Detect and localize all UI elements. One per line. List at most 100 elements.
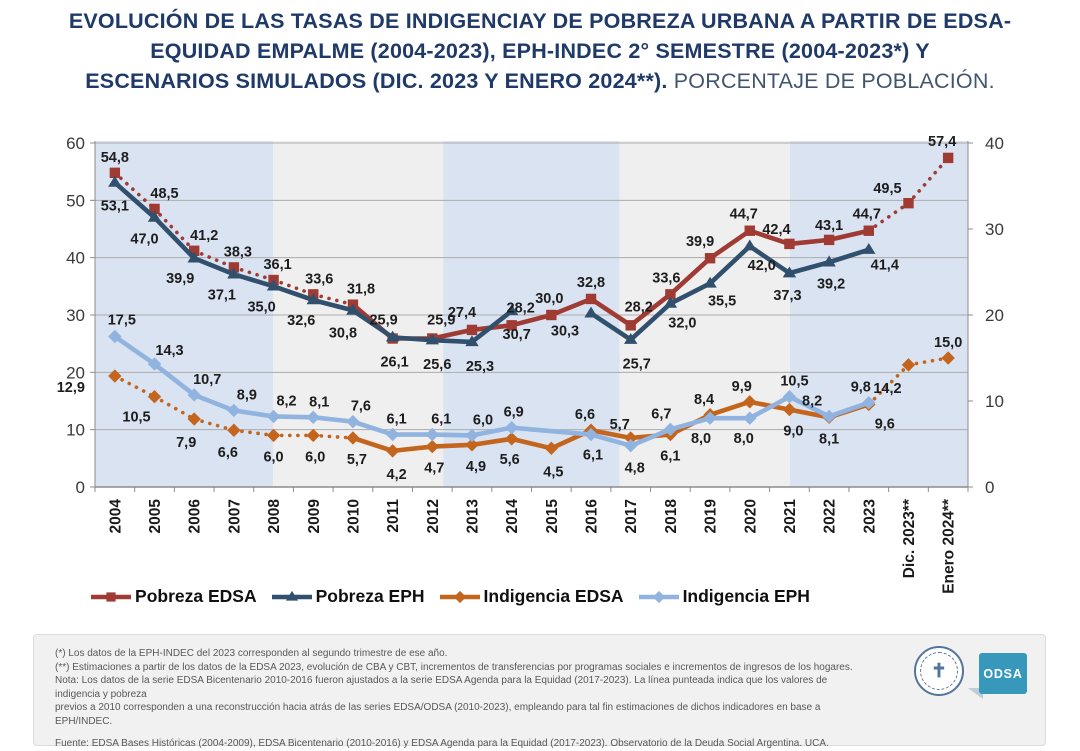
data-label: 8,9 [237, 387, 257, 403]
x-axis-label-2021: 2021 [782, 499, 799, 534]
x-axis-label-2020: 2020 [742, 499, 759, 533]
data-label: 5,7 [610, 417, 630, 433]
data-label: 32,8 [577, 275, 605, 291]
data-label: 14,2 [873, 381, 901, 397]
data-label: 54,8 [101, 150, 129, 166]
left-axis-tick-label: 10 [66, 421, 85, 440]
uca-cross-icon: ✝ [920, 652, 958, 690]
data-label: 10,7 [193, 372, 221, 388]
x-axis-label-2015: 2015 [544, 499, 561, 534]
x-axis-label-2016: 2016 [584, 499, 601, 534]
chart-title-line3-light: PORCENTAJE DE POBLACIÓN. [673, 69, 995, 93]
data-label: 38,3 [224, 244, 252, 260]
data-label: 35,0 [247, 299, 275, 315]
data-label: 6,1 [387, 412, 407, 428]
legend-label: Indigencia EDSA [483, 586, 624, 606]
x-axis-label-2007: 2007 [226, 499, 243, 533]
right-axis-tick-label: 10 [985, 392, 1004, 411]
x-axis-label-2017: 2017 [623, 499, 640, 533]
infographic-page: { "title": { "line1": "EVOLUCIÓN DE LAS … [0, 6, 1080, 749]
data-label: 6,1 [431, 412, 451, 428]
data-label: 6,0 [263, 449, 283, 465]
legend-label: Pobreza EDSA [135, 586, 257, 606]
data-label: 7,6 [351, 399, 371, 415]
labels-indigencia-edsa: 12,9 10,5 7,9 6,6 6,0 6,0 5,7 4,2 4,7 4,9 5,6 4,5 6,… [57, 335, 963, 483]
left-axis-tick-label: 0 [76, 478, 85, 497]
data-label: 37,3 [773, 288, 801, 304]
data-label: 39,9 [166, 271, 194, 287]
left-axis-tick-label: 40 [66, 249, 85, 268]
data-label: 10,5 [122, 410, 150, 426]
chart-legend: Pobreza EDSA Pobreza EPH Indigencia EDSA In… [0, 586, 900, 607]
data-label: 31,8 [347, 282, 375, 298]
x-axis-label-enero-2024**: Enero 2024** [941, 498, 958, 594]
left-axis-tick-label: 50 [66, 191, 85, 210]
chart-title: EVOLUCIÓN DE LAS TASAS DE INDIGENCIAY DE… [0, 6, 1080, 96]
footnote-3: Nota: Los datos de la serie EDSA Bicente… [55, 675, 828, 700]
data-label: 6,7 [651, 406, 671, 422]
data-label: 48,5 [150, 186, 178, 202]
x-axis-label-dic.-2023**: Dic. 2023** [901, 498, 918, 578]
data-label: 41,2 [190, 228, 218, 244]
data-label: 49,5 [873, 181, 901, 197]
x-axis-label-2004: 2004 [107, 499, 124, 534]
data-label: 28,2 [625, 299, 653, 315]
data-label: 8,2 [802, 393, 822, 409]
legend-item-indigencia-eph: Indigencia EPH [638, 586, 810, 607]
data-label: 39,2 [817, 276, 845, 292]
data-label: 6,6 [218, 445, 238, 461]
data-label: 43,1 [815, 218, 843, 234]
x-axis-label-2013: 2013 [464, 499, 481, 534]
legend-label: Indigencia EPH [682, 586, 810, 606]
series-pobreza-eph [108, 175, 876, 347]
axes: 0 10 20 30 40 50 60 0 10 20 30 40 [66, 134, 1004, 497]
data-label: 30,8 [329, 325, 357, 341]
right-axis-tick-label: 20 [985, 306, 1004, 325]
data-label: 30,7 [503, 327, 531, 343]
footnote-2: (**) Estimaciones a partir de los datos … [55, 661, 853, 673]
data-label: 25,9 [369, 313, 397, 329]
x-axis-label-2012: 2012 [425, 499, 442, 533]
data-label: 14,3 [155, 343, 183, 359]
data-label: 57,4 [928, 134, 956, 150]
x-axis-label-2005: 2005 [147, 499, 164, 534]
data-label: 8,0 [734, 431, 754, 447]
data-label: 44,7 [853, 207, 881, 223]
legend-marker-diamond-icon [439, 590, 480, 603]
legend-marker-diamond-icon [638, 590, 679, 603]
data-label: 10,5 [780, 374, 808, 390]
data-label: 35,5 [708, 293, 736, 309]
data-label: 6,0 [305, 449, 325, 465]
left-axis-tick-label: 20 [66, 363, 85, 382]
labels-pobreza-edsa: 54,848,541,238,336,133,631,825,9 25,927,4… [101, 134, 957, 329]
footnotes-panel: (*) Los datos de la EPH-INDEC del 2023 c… [33, 634, 1046, 749]
data-label: 30,3 [551, 323, 579, 339]
left-axis-tick-label: 30 [66, 306, 85, 325]
data-label: 6,6 [575, 407, 595, 423]
legend-marker-square-icon [91, 591, 132, 602]
data-label: 26,1 [380, 354, 408, 370]
x-axis-label-2011: 2011 [385, 499, 402, 533]
data-label: 8,1 [309, 394, 329, 410]
data-label: 30,0 [535, 291, 563, 307]
data-label: 5,6 [500, 452, 520, 468]
odsa-logo: ODSA [979, 653, 1027, 694]
data-label: 4,9 [466, 459, 486, 475]
data-label: 8,2 [276, 393, 296, 409]
data-label: 33,6 [652, 270, 680, 286]
data-label: 17,5 [108, 313, 136, 329]
data-label: 47,0 [130, 232, 158, 248]
chart-title-line3-bold: ESCENARIOS SIMULADOS (DIC. 2023 Y ENERO … [85, 69, 668, 93]
legend-item-pobreza-edsa: Pobreza EDSA [90, 586, 257, 607]
x-axis-label-2009: 2009 [306, 499, 323, 534]
uca-seal-logo: ✝ [914, 646, 964, 696]
data-label: 32,0 [668, 316, 696, 332]
x-axis-label-2022: 2022 [822, 499, 839, 533]
data-label: 4,5 [543, 464, 563, 480]
data-label: 41,4 [871, 258, 899, 274]
data-label: 25,7 [623, 357, 651, 373]
data-label: 25,6 [423, 357, 451, 373]
data-label: 4,7 [424, 461, 444, 477]
x-axis-label-2018: 2018 [663, 499, 680, 534]
